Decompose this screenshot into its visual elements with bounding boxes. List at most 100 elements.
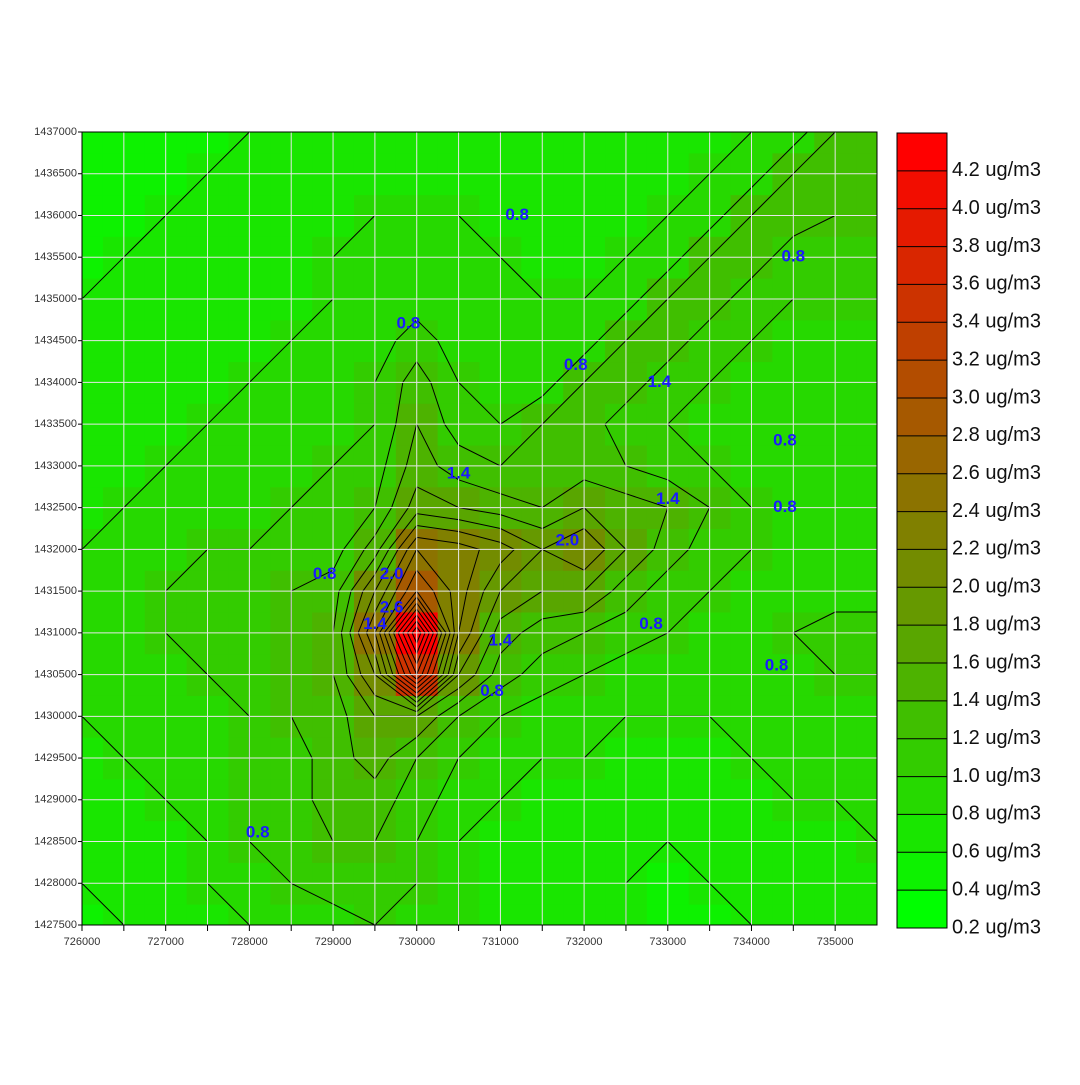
colorbar-label: 2.8 ug/m3 <box>952 424 1041 446</box>
colorbar-band <box>897 587 947 626</box>
colorbar-frame <box>896 132 948 929</box>
y-tick-label: 1432500 <box>34 502 77 514</box>
cell <box>856 904 877 925</box>
y-tick-label: 1428000 <box>34 877 77 889</box>
colorbar-band <box>897 625 947 663</box>
colorbar-band <box>897 852 947 891</box>
cell <box>82 132 104 154</box>
contour-line <box>393 602 439 680</box>
contour-label: 0.8 <box>781 247 805 266</box>
colorbar-label: 0.2 ug/m3 <box>952 916 1041 938</box>
y-tick-label: 1437000 <box>34 126 77 138</box>
contour-line <box>379 569 451 694</box>
contour-label: 0.8 <box>397 313 421 332</box>
y-tick-label: 1436500 <box>34 168 77 180</box>
colorbar-band <box>897 738 947 777</box>
contour-label: 1.4 <box>489 631 513 650</box>
colorbar-label: 1.2 ug/m3 <box>952 727 1041 749</box>
x-tick-label: 730000 <box>398 936 435 948</box>
colorbar-band <box>897 435 947 474</box>
x-tick-label: 734000 <box>733 936 770 948</box>
contour-label: 0.8 <box>246 823 270 842</box>
colorbar-label: 4.2 ug/m3 <box>952 159 1041 181</box>
colorbar-band <box>897 133 947 171</box>
colorbar-label: 3.0 ug/m3 <box>952 386 1041 408</box>
colorbar: 0.2 ug/m3 0.4 ug/m3 0.6 ug/m3 0.8 ug/m3 1.0 … <box>896 132 1041 938</box>
y-tick-label: 1435000 <box>34 293 77 305</box>
contour-label: 1.4 <box>656 489 680 508</box>
contour-label: 2.0 <box>556 531 580 550</box>
colorbar-label: 0.6 ug/m3 <box>952 841 1041 863</box>
contour-label: 0.8 <box>564 355 588 374</box>
y-tick-label: 1431000 <box>34 627 77 639</box>
y-tick-label: 1430000 <box>34 710 77 722</box>
contour-label: 1.4 <box>648 372 672 391</box>
contour-label: 0.8 <box>505 205 529 224</box>
colorbar-label: 0.4 ug/m3 <box>952 878 1041 900</box>
contour-label: 0.8 <box>313 564 337 583</box>
x-tick-label: 732000 <box>566 936 603 948</box>
y-tick-label: 1428500 <box>34 835 77 847</box>
x-tick-label: 728000 <box>231 936 268 948</box>
colorbar-band <box>897 814 947 853</box>
y-tick-label: 1433500 <box>34 418 77 430</box>
colorbar-band <box>897 473 947 512</box>
y-tick-label: 1430500 <box>34 668 77 680</box>
y-tick-label: 1435500 <box>34 251 77 263</box>
colorbar-label: 3.6 ug/m3 <box>952 273 1041 295</box>
colorbar-label: 0.8 ug/m3 <box>952 803 1041 825</box>
y-tick-label: 1427500 <box>34 919 77 931</box>
colorbar-label: 1.4 ug/m3 <box>952 689 1041 711</box>
colorbar-label: 3.4 ug/m3 <box>952 311 1041 333</box>
colorbar-band <box>897 663 947 701</box>
colorbar-band <box>897 776 947 815</box>
contour-label: 0.8 <box>773 430 797 449</box>
contour-line <box>411 626 422 644</box>
contour-line <box>402 614 430 665</box>
colorbar-band <box>897 360 947 398</box>
contour-line <box>366 536 480 703</box>
colorbar-band <box>897 890 947 928</box>
contour-label: 0.8 <box>480 681 504 700</box>
y-tick-label: 1429000 <box>34 794 77 806</box>
y-tick-label: 1434000 <box>34 376 77 388</box>
axes: 726000 727000 728000 729000 730000 731000 7320… <box>34 126 878 948</box>
x-tick-label: 726000 <box>64 936 101 948</box>
contour-labels: 0.80.80.81.40.80.80.81.42.00.81.42.02.61… <box>246 205 805 842</box>
x-tick-label: 735000 <box>817 936 854 948</box>
contour-label: 2.6 <box>380 597 404 616</box>
colorbar-band <box>897 246 947 285</box>
colorbar-label: 1.0 ug/m3 <box>952 765 1041 787</box>
colorbar-band <box>897 322 947 361</box>
colorbar-label: 2.2 ug/m3 <box>952 538 1041 560</box>
y-tick-label: 1432000 <box>34 543 77 555</box>
colorbar-label: 2.0 ug/m3 <box>952 576 1041 598</box>
colorbar-band <box>897 511 947 550</box>
contour-label: 0.8 <box>639 614 663 633</box>
x-tick-label: 727000 <box>147 936 184 948</box>
colorbar-label: 2.6 ug/m3 <box>952 462 1041 484</box>
cell <box>82 904 104 925</box>
colorbar-label: 4.0 ug/m3 <box>952 197 1041 219</box>
colorbar-band <box>897 208 947 247</box>
x-tick-label: 733000 <box>649 936 686 948</box>
cell <box>856 132 877 154</box>
colorbar-label: 2.4 ug/m3 <box>952 500 1041 522</box>
colorbar-band <box>897 170 947 209</box>
y-tick-label: 1436000 <box>34 209 77 221</box>
contour-label: 1.4 <box>363 614 387 633</box>
colorbar-band <box>897 284 947 323</box>
contour-line <box>388 596 443 685</box>
x-tick-label: 729000 <box>315 936 352 948</box>
contour-line <box>406 620 426 654</box>
colorbar-label: 3.8 ug/m3 <box>952 235 1041 257</box>
y-tick-label: 1431500 <box>34 585 77 597</box>
x-tick-label: 731000 <box>482 936 519 948</box>
colorbar-band <box>897 700 947 739</box>
plot-frame <box>81 131 878 926</box>
y-tick-label: 1433000 <box>34 460 77 472</box>
colorbar-band <box>897 549 947 588</box>
contour-label: 0.8 <box>765 656 789 675</box>
contour-label: 0.8 <box>773 497 797 516</box>
colorbar-label: 1.8 ug/m3 <box>952 613 1041 635</box>
